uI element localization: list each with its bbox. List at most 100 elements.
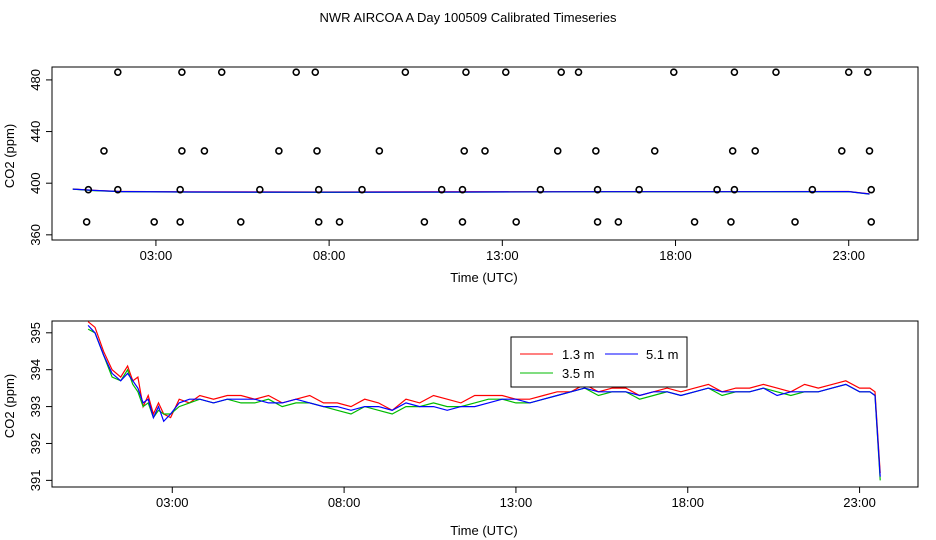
legend: 1.3 m 5.1 m 3.5 m — [510, 336, 688, 388]
top-calibration-point — [614, 218, 623, 226]
top-calibration-point — [84, 185, 93, 194]
top-calibration-point — [557, 68, 566, 76]
top-x-tick-label-1: 08:00 — [313, 248, 346, 263]
bottom-panel: 03:00 08:00 13:00 18:00 23:00 39139239339439… — [2, 320, 919, 538]
bottom-series-line-3-5-m — [87, 328, 881, 481]
top-calibration-point — [728, 147, 737, 155]
bottom-series-line-5-1-m — [87, 324, 881, 477]
top-calibration-point — [863, 68, 872, 76]
bottom-y-tick-label-2: 393 — [28, 396, 43, 418]
top-calibration-point — [236, 218, 245, 226]
top-calibration-point — [512, 218, 520, 226]
bottom-x-axis-label: Time (UTC) — [450, 523, 517, 538]
top-calibration-point — [358, 185, 366, 194]
top-calibration-point — [314, 185, 323, 194]
top-series-lines — [72, 188, 870, 195]
top-calibration-point — [865, 147, 874, 155]
top-calibration-point — [808, 185, 817, 194]
figure-title: NWR AIRCOA A Day 100509 Calibrated Times… — [320, 10, 617, 25]
top-x-tick-label-2: 13:00 — [486, 248, 519, 263]
top-y-tick-label-3: 480 — [28, 69, 43, 91]
top-x-tick-label-3: 18:00 — [659, 248, 692, 263]
top-calibration-point — [100, 147, 108, 155]
top-x-axis-label: Time (UTC) — [450, 270, 517, 285]
top-y-tick-label-1: 400 — [28, 172, 43, 194]
top-calibration-point — [574, 68, 583, 76]
top-y-axis: 360 400 440 480 — [28, 69, 52, 246]
bottom-x-axis: 03:00 08:00 13:00 18:00 23:00 — [156, 487, 876, 510]
top-y-tick-label-0: 360 — [28, 224, 43, 246]
top-calibration-point — [335, 218, 344, 226]
top-plot-frame — [51, 66, 919, 241]
bottom-y-axis: 391 392 393 394 395 — [28, 322, 52, 491]
bottom-plot-frame — [51, 320, 919, 488]
bottom-series-line-1-3-m — [87, 321, 881, 474]
bottom-y-tick-label-0: 391 — [28, 470, 43, 492]
top-calibration-point — [401, 68, 410, 76]
top-calibration-point — [114, 68, 122, 76]
bottom-y-tick-label-3: 394 — [28, 359, 43, 381]
top-x-tick-label-4: 23:00 — [832, 248, 865, 263]
top-calibration-point — [176, 185, 184, 194]
top-calibration-point — [635, 185, 643, 194]
top-calibration-point — [275, 147, 283, 155]
legend-label-1-3m: 1.3 m — [562, 347, 595, 362]
top-calibration-point — [200, 147, 209, 155]
bottom-y-tick-label-1: 392 — [28, 433, 43, 455]
top-calibration-point — [592, 147, 600, 155]
top-calibration-point — [437, 185, 446, 194]
top-calibration-point — [650, 147, 659, 155]
legend-label-5-1m: 5.1 m — [646, 347, 679, 362]
bottom-x-tick-label-0: 03:00 — [156, 495, 189, 510]
top-calibration-point — [314, 218, 323, 226]
top-calibration-point — [375, 147, 384, 155]
top-calibration-point — [458, 218, 467, 226]
bottom-x-tick-label-2: 13:00 — [500, 495, 533, 510]
top-calibration-point — [844, 68, 853, 76]
legend-box — [510, 336, 688, 388]
top-calibration-point — [217, 68, 226, 76]
top-calibration-point — [690, 218, 699, 226]
top-calibration-point — [114, 185, 122, 194]
top-panel: 03:00 08:00 13:00 18:00 23:00 360 400 440 480 T… — [2, 66, 919, 285]
top-calibration-point — [791, 218, 799, 226]
bottom-x-tick-label-4: 23:00 — [843, 495, 876, 510]
bottom-x-tick-label-3: 18:00 — [671, 495, 704, 510]
top-calibration-point — [553, 147, 562, 155]
top-y-tick-label-2: 440 — [28, 121, 43, 143]
top-calibration-point — [730, 185, 739, 194]
top-calibration-point — [837, 147, 846, 155]
bottom-y-tick-label-4: 395 — [28, 322, 43, 344]
top-calibration-point — [669, 68, 678, 76]
top-calibration-point — [867, 185, 876, 194]
top-calibration-point — [593, 218, 602, 226]
bottom-series-lines — [87, 321, 881, 481]
top-calibration-point — [713, 185, 721, 194]
top-calibration-point — [772, 68, 780, 76]
top-calibration-point — [751, 147, 759, 155]
top-calibration-point — [256, 185, 264, 194]
bottom-x-tick-label-1: 08:00 — [328, 495, 361, 510]
top-calibration-point — [481, 147, 489, 155]
top-x-axis: 03:00 08:00 13:00 18:00 23:00 — [140, 240, 865, 263]
top-calibration-point — [150, 218, 158, 226]
top-calibration-point — [176, 218, 184, 226]
top-calibration-point — [730, 68, 739, 76]
top-calibration-point — [593, 185, 602, 194]
top-calibration-point — [313, 147, 321, 155]
top-calibration-point — [460, 147, 469, 155]
bottom-y-axis-label: CO2 (ppm) — [2, 374, 17, 438]
top-calibration-point — [178, 147, 186, 155]
legend-label-3-5m: 3.5 m — [562, 366, 595, 381]
top-calibration-point — [501, 68, 510, 76]
top-calibration-point — [178, 68, 186, 76]
top-calibration-point — [462, 68, 470, 76]
top-x-tick-label-0: 03:00 — [140, 248, 173, 263]
top-calibration-point — [727, 218, 735, 226]
top-calibration-point — [867, 218, 876, 226]
top-y-axis-label: CO2 (ppm) — [2, 124, 17, 188]
top-calibration-point — [458, 185, 467, 194]
top-calibration-points — [82, 68, 876, 226]
top-calibration-point — [82, 218, 91, 226]
